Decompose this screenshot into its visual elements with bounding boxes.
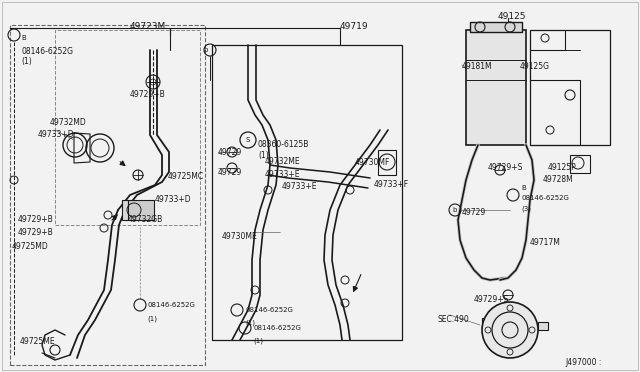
Text: (1): (1) bbox=[258, 151, 269, 160]
Text: 49730ME: 49730ME bbox=[222, 232, 258, 241]
Text: b: b bbox=[453, 207, 457, 213]
Text: (1): (1) bbox=[21, 57, 32, 66]
Text: (1): (1) bbox=[253, 338, 263, 344]
Text: 49732ME: 49732ME bbox=[265, 157, 301, 166]
Bar bbox=[538, 322, 548, 330]
Text: 49729+B: 49729+B bbox=[18, 228, 54, 237]
Bar bbox=[482, 318, 492, 330]
Text: 49125P: 49125P bbox=[548, 163, 577, 172]
Text: 49728M: 49728M bbox=[543, 175, 573, 184]
Text: J497000 :: J497000 : bbox=[565, 358, 602, 367]
Text: 49719: 49719 bbox=[340, 22, 369, 31]
Text: 49729+S: 49729+S bbox=[488, 163, 524, 172]
Text: 49732GB: 49732GB bbox=[128, 215, 163, 224]
Text: 49125: 49125 bbox=[498, 12, 527, 21]
Text: 49725ME: 49725ME bbox=[20, 337, 56, 346]
Text: (3): (3) bbox=[521, 205, 531, 212]
Text: 49729: 49729 bbox=[218, 148, 243, 157]
Bar bbox=[122, 200, 128, 220]
Text: 49730MF: 49730MF bbox=[355, 158, 390, 167]
Circle shape bbox=[482, 302, 538, 358]
Bar bbox=[126, 200, 154, 220]
Text: (1): (1) bbox=[147, 315, 157, 321]
Text: 49729: 49729 bbox=[218, 168, 243, 177]
Bar bbox=[466, 30, 526, 145]
Text: 49729+S: 49729+S bbox=[474, 295, 509, 304]
Bar bbox=[378, 150, 396, 175]
Text: 49725MD: 49725MD bbox=[12, 242, 49, 251]
Text: S: S bbox=[246, 137, 250, 143]
Text: 08146-6252G: 08146-6252G bbox=[21, 47, 73, 56]
Text: 49729: 49729 bbox=[462, 208, 486, 217]
Text: 49125G: 49125G bbox=[520, 62, 550, 71]
Text: 49733+F: 49733+F bbox=[374, 180, 409, 189]
Text: 08360-6125B: 08360-6125B bbox=[258, 140, 309, 149]
Text: B: B bbox=[521, 185, 525, 191]
Text: 49725MC: 49725MC bbox=[168, 172, 204, 181]
Text: 49733+D: 49733+D bbox=[38, 130, 75, 139]
Text: 49733+D: 49733+D bbox=[155, 195, 191, 204]
Text: 08146-6252G: 08146-6252G bbox=[253, 325, 301, 331]
Text: (1): (1) bbox=[245, 320, 255, 327]
Text: 08146-6252G: 08146-6252G bbox=[245, 307, 293, 313]
Text: 08146-6252G: 08146-6252G bbox=[521, 195, 569, 201]
Bar bbox=[212, 45, 402, 340]
Text: B: B bbox=[21, 35, 26, 41]
Text: b: b bbox=[204, 47, 208, 53]
Text: 49733+E: 49733+E bbox=[265, 170, 301, 179]
Bar bbox=[10, 25, 205, 365]
Text: 49729+B: 49729+B bbox=[18, 215, 54, 224]
Text: 08146-6252G: 08146-6252G bbox=[147, 302, 195, 308]
Text: 49181M: 49181M bbox=[462, 62, 493, 71]
Text: 49717M: 49717M bbox=[530, 238, 561, 247]
Bar bbox=[470, 22, 522, 32]
Bar bbox=[530, 30, 610, 145]
Bar bbox=[570, 155, 590, 173]
Bar bbox=[55, 30, 200, 225]
Text: 49733+E: 49733+E bbox=[282, 182, 317, 191]
Text: SEC.490: SEC.490 bbox=[437, 315, 468, 324]
Text: 49729+B: 49729+B bbox=[130, 90, 166, 99]
Text: 49723M: 49723M bbox=[130, 22, 166, 31]
Text: 49732MD: 49732MD bbox=[50, 118, 87, 127]
